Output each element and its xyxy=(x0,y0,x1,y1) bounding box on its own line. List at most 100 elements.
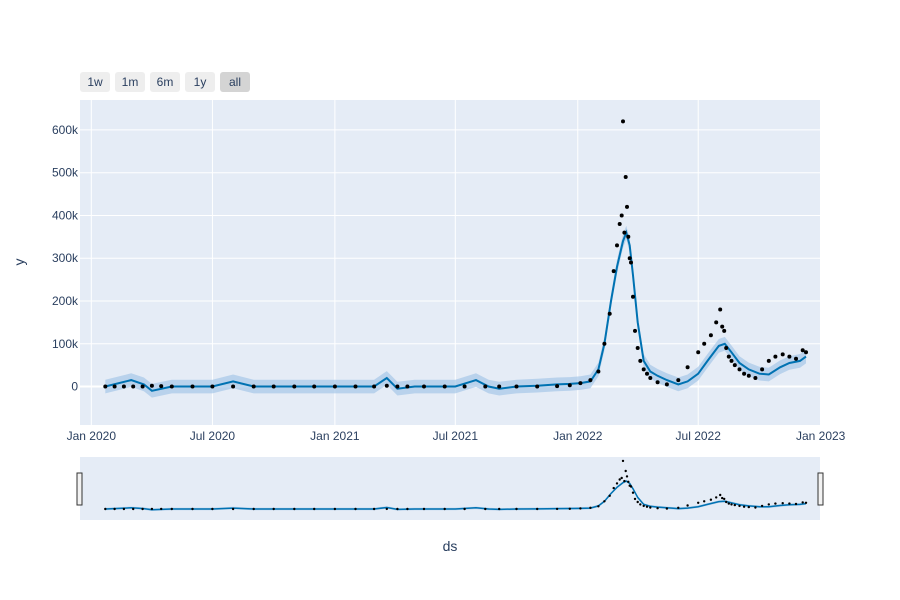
data-point xyxy=(645,371,649,376)
range-button-1w[interactable]: 1w xyxy=(80,72,110,92)
slider-data-point xyxy=(709,498,713,501)
slider-data-point xyxy=(649,506,652,509)
data-point xyxy=(159,384,164,389)
y-tick-label: 500k xyxy=(52,166,79,180)
data-point xyxy=(483,384,488,389)
slider-data-point xyxy=(633,497,637,501)
slider-data-point xyxy=(715,496,718,499)
y-tick-label: 400k xyxy=(52,208,79,222)
slider-data-point xyxy=(313,507,316,511)
slider-data-point xyxy=(618,478,621,481)
data-point xyxy=(708,333,713,338)
range-button-1w-label: 1w xyxy=(87,75,103,89)
range-slider[interactable] xyxy=(80,457,820,520)
slider-data-point xyxy=(631,491,635,494)
slider-data-point xyxy=(191,507,194,511)
data-point xyxy=(292,384,297,389)
data-point xyxy=(714,320,719,325)
data-point xyxy=(629,260,633,265)
data-point xyxy=(131,384,136,389)
data-point xyxy=(190,384,195,389)
slider-data-point xyxy=(677,506,680,509)
data-point xyxy=(567,383,572,388)
slider-data-point xyxy=(422,507,426,511)
range-button-1m[interactable]: 1m xyxy=(115,72,145,92)
data-point xyxy=(514,384,519,389)
slider-data-point xyxy=(625,475,629,478)
slider-data-point xyxy=(642,504,645,508)
data-point xyxy=(773,354,778,359)
slider-data-point xyxy=(747,505,750,509)
data-point xyxy=(766,358,771,363)
slider-data-point xyxy=(639,503,642,506)
data-point xyxy=(112,384,117,389)
slider-data-point xyxy=(624,469,627,473)
data-point xyxy=(121,384,126,389)
range-button-all[interactable]: all xyxy=(220,72,250,92)
data-point xyxy=(633,328,637,333)
data-point xyxy=(353,384,358,389)
data-point xyxy=(685,365,690,370)
data-point xyxy=(722,328,727,333)
slider-data-point xyxy=(597,505,600,508)
range-button-6m[interactable]: 6m xyxy=(150,72,180,92)
data-point xyxy=(395,384,400,389)
slider-data-point xyxy=(252,507,255,511)
slider-data-point xyxy=(742,505,746,508)
slider-data-point xyxy=(122,507,126,511)
slider-data-point xyxy=(354,507,357,511)
actual-points xyxy=(103,119,808,389)
data-point xyxy=(462,384,467,389)
slider-data-point xyxy=(333,507,337,511)
slider-data-point xyxy=(150,507,154,511)
data-point xyxy=(555,384,560,389)
data-point xyxy=(602,341,607,346)
slider-data-point xyxy=(498,507,501,511)
data-point xyxy=(718,307,723,312)
slider-data-point xyxy=(385,507,388,511)
slider-data-point xyxy=(463,507,466,511)
slider-data-point xyxy=(801,501,804,504)
range-slider-right-handle[interactable] xyxy=(817,472,824,506)
data-point xyxy=(497,384,502,389)
slider-data-point xyxy=(697,501,700,504)
data-point xyxy=(251,384,256,389)
range-slider-points xyxy=(104,459,808,511)
data-point xyxy=(607,311,612,316)
slider-data-point xyxy=(160,507,163,511)
data-point xyxy=(405,384,410,389)
slider-data-point xyxy=(645,505,649,508)
slider-data-point xyxy=(555,507,559,511)
slider-data-point xyxy=(293,507,296,511)
slider-data-point xyxy=(723,497,726,501)
slider-data-point xyxy=(656,507,659,510)
range-button-1m-bg xyxy=(115,72,145,92)
slider-data-point xyxy=(568,507,571,510)
slider-data-point xyxy=(725,500,728,504)
slider-data-point xyxy=(727,502,730,505)
data-point xyxy=(588,378,593,383)
data-point xyxy=(332,384,337,389)
plot-area[interactable] xyxy=(80,100,820,425)
data-point xyxy=(737,367,742,372)
data-point xyxy=(780,352,785,357)
y-tick-label: 600k xyxy=(52,123,79,137)
data-point xyxy=(169,384,174,389)
x-tick-label: Jan 2022 xyxy=(553,429,603,443)
x-axis-title: ds xyxy=(443,538,458,554)
slider-data-point xyxy=(774,502,777,505)
data-point xyxy=(800,348,805,353)
range-slider-left-handle[interactable] xyxy=(76,472,83,506)
slider-data-point xyxy=(665,507,669,510)
slider-data-point xyxy=(703,500,706,503)
slider-data-point xyxy=(636,500,639,504)
slider-data-point xyxy=(719,493,722,497)
data-point xyxy=(760,367,765,372)
slider-data-point xyxy=(615,482,619,485)
data-point xyxy=(655,380,660,385)
data-point xyxy=(720,324,725,329)
slider-data-point xyxy=(629,485,633,488)
data-point xyxy=(702,341,707,346)
slider-data-point xyxy=(804,501,808,504)
range-button-1y[interactable]: 1y xyxy=(185,72,215,92)
